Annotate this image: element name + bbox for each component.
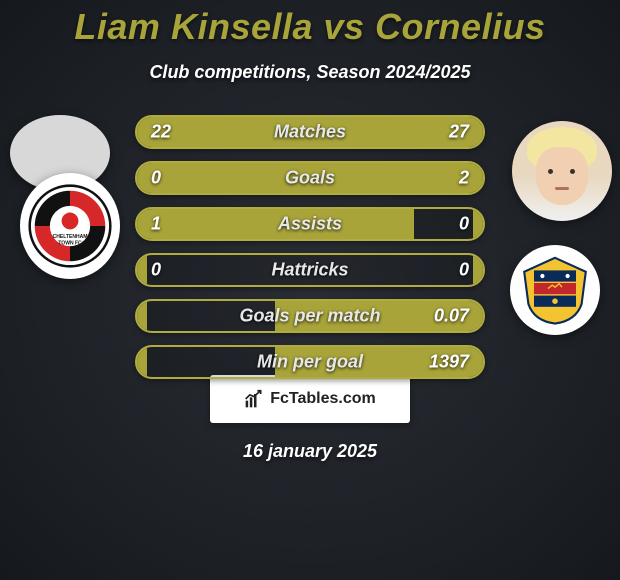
stat-value-right: 0.07 [434, 306, 469, 327]
stat-row: 1 0 Assists [135, 207, 485, 241]
stat-fill-right [473, 255, 483, 285]
player1-club-badge: CHELTENHAM TOWN FC [20, 173, 120, 279]
player2-club-badge [510, 245, 600, 335]
stat-label: Matches [274, 122, 346, 143]
stat-label: Goals [285, 168, 335, 189]
stat-row: 1397 Min per goal [135, 345, 485, 379]
subtitle: Club competitions, Season 2024/2025 [0, 62, 620, 83]
stat-value-right: 0 [459, 214, 469, 235]
stat-value-right: 0 [459, 260, 469, 281]
stat-row: 0.07 Goals per match [135, 299, 485, 333]
stat-value-right: 1397 [429, 352, 469, 373]
stat-fill-left [137, 347, 147, 377]
stat-value-left: 0 [151, 260, 161, 281]
stat-fill-left [137, 209, 414, 239]
cheltenham-badge-icon: CHELTENHAM TOWN FC [28, 184, 112, 268]
stats-list: 22 27 Matches 0 2 Goals 1 0 Assists 0 0 Hattricks 0.… [135, 115, 485, 391]
stat-label: Min per goal [257, 352, 363, 373]
stat-row: 0 0 Hattricks [135, 253, 485, 287]
stat-fill-left [137, 255, 147, 285]
stat-value-right: 27 [449, 122, 469, 143]
stat-label: Hattricks [271, 260, 348, 281]
stat-value-left: 22 [151, 122, 171, 143]
svg-text:CHELTENHAM: CHELTENHAM [53, 234, 88, 240]
chart-icon [244, 389, 264, 409]
brand-label: FcTables.com [270, 390, 376, 408]
stat-row: 22 27 Matches [135, 115, 485, 149]
svg-text:TOWN FC: TOWN FC [58, 240, 82, 246]
page-title: Liam Kinsella vs Cornelius [0, 0, 620, 48]
stat-fill-left [137, 301, 147, 331]
player2-avatar [512, 121, 612, 221]
player2-face-icon [512, 121, 612, 221]
stat-value-left: 1 [151, 214, 161, 235]
stat-row: 0 2 Goals [135, 161, 485, 195]
stat-label: Assists [278, 214, 342, 235]
harrogate-badge-icon [520, 255, 590, 325]
stat-value-right: 2 [459, 168, 469, 189]
stat-label: Goals per match [239, 306, 380, 327]
stat-fill-right [473, 209, 483, 239]
stat-value-left: 0 [151, 168, 161, 189]
stat-fill-left [137, 163, 147, 193]
date-label: 16 january 2025 [0, 441, 620, 462]
